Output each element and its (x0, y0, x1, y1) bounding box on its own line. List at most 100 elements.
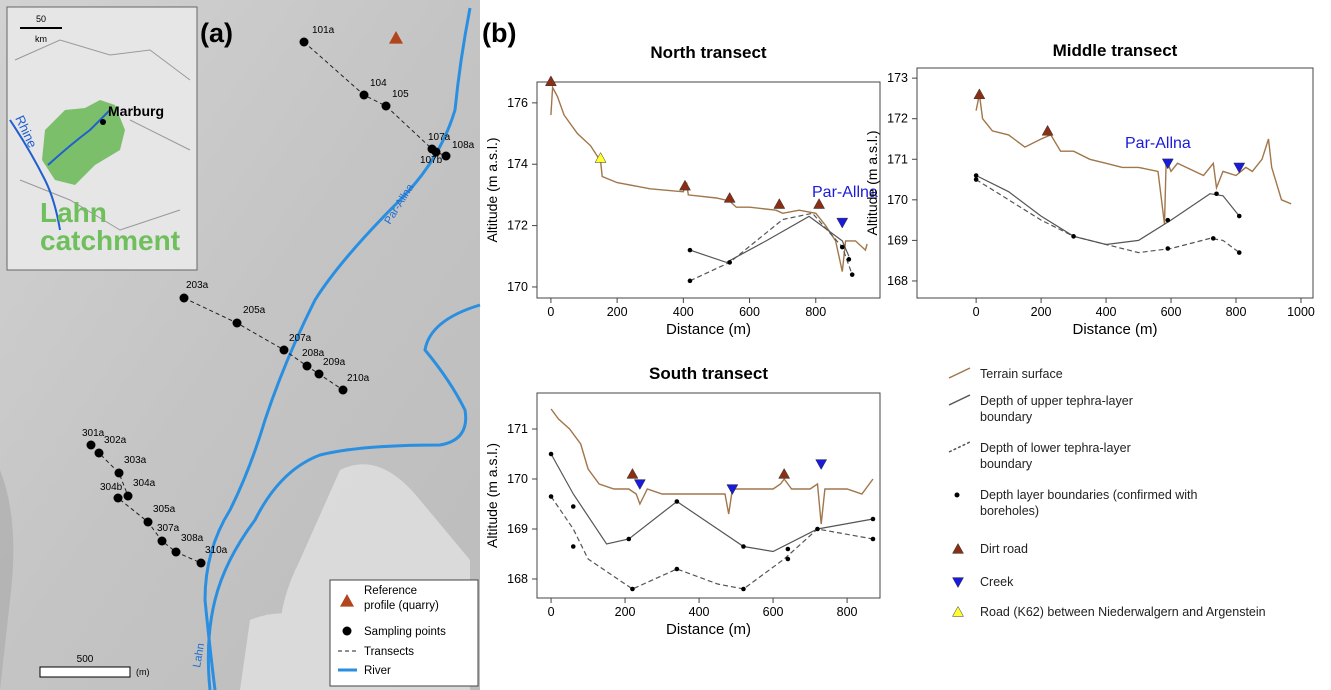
borehole-point (674, 566, 680, 572)
catchment-label: Lahn (40, 197, 107, 228)
annotation: Par-Allna (1125, 135, 1191, 152)
point-label: 210a (347, 373, 370, 384)
x-axis-label: Distance (m) (666, 321, 751, 338)
sampling-point (381, 101, 391, 111)
rivers (203, 7, 481, 690)
y-tick-label: 170 (507, 472, 528, 486)
scale-value: 500 (77, 654, 94, 665)
legend-symbol (340, 594, 354, 607)
legend-symbol (952, 542, 964, 554)
borehole-point (570, 504, 576, 509)
x-tick-label: 200 (615, 605, 636, 619)
transect (183, 297, 344, 391)
sampling-point (94, 448, 104, 458)
borehole-point (815, 526, 820, 532)
legend-label: Dirt road (980, 542, 1028, 556)
y-tick-label: 172 (887, 112, 908, 126)
panel-label: (b) (482, 18, 516, 48)
marker (836, 217, 849, 229)
borehole-point (741, 586, 746, 592)
point-label: 205a (243, 305, 266, 316)
annotation: Par-Allna (812, 184, 878, 201)
sampling-point (441, 151, 451, 161)
lower-boundary (550, 496, 874, 590)
x-tick-label: 0 (547, 305, 554, 319)
x-axis-label: Distance (m) (666, 621, 751, 638)
x-tick-label: 200 (607, 305, 628, 319)
y-tick-label: 170 (887, 193, 908, 207)
x-tick-label: 600 (739, 305, 760, 319)
hill (240, 613, 340, 690)
map-legend-label: Sampling points (364, 626, 446, 638)
y-tick-label: 173 (887, 71, 908, 85)
marker (973, 88, 986, 100)
point-label: 303a (124, 455, 147, 466)
legend-label: Road (K62) between Niederwalgern and Arg… (980, 605, 1266, 619)
transect (90, 444, 202, 564)
borehole-point (870, 516, 876, 522)
point-label: 101a (312, 25, 335, 36)
series-line (689, 215, 850, 264)
y-tick-label: 172 (507, 219, 528, 233)
point-label: 207a (289, 333, 312, 344)
y-tick-label: 169 (887, 233, 908, 247)
scale-unit: (m) (136, 667, 150, 677)
marker (626, 467, 639, 479)
borehole-point (1165, 217, 1171, 223)
sampling-point (113, 493, 123, 503)
borehole-point (1214, 191, 1219, 197)
city-dot (100, 119, 106, 125)
legend-symbol (952, 605, 964, 617)
y-tick-label: 176 (507, 96, 528, 110)
plot-frame (536, 392, 881, 599)
plot-frame (916, 67, 1314, 299)
borehole-point (870, 536, 876, 542)
marker (773, 198, 786, 209)
borehole-point (1210, 236, 1216, 241)
inset-scale: 50 (36, 14, 46, 24)
point-label: 107a (428, 132, 451, 143)
point-label: 307a (157, 523, 180, 534)
borehole-point (839, 244, 845, 250)
borehole-point (973, 177, 979, 182)
borehole-point (630, 586, 635, 592)
x-tick-label: 400 (1096, 305, 1117, 319)
legend-symbol (948, 367, 971, 379)
sampling-point (86, 440, 96, 450)
sampling-point (359, 90, 369, 100)
borehole-point (570, 544, 576, 549)
series-line (975, 174, 1240, 246)
borehole-point (785, 556, 791, 562)
point-label: 304b (100, 482, 123, 493)
map-legend-label: profile (quarry) (364, 600, 439, 612)
point-label: 301a (82, 428, 105, 439)
y-tick-label: 171 (887, 152, 908, 166)
point-label: 308a (181, 533, 204, 544)
legend-symbol (342, 626, 352, 636)
chart-title: South transect (649, 364, 768, 383)
inset-unit: km (35, 34, 47, 44)
sampling-point (171, 547, 181, 557)
x-tick-label: 400 (689, 605, 710, 619)
point-label: 108a (452, 140, 475, 151)
chart-title: North transect (650, 43, 767, 62)
map-legend (329, 579, 479, 687)
y-axis-label: Altitude (m a.s.l.) (484, 443, 500, 548)
borehole-point (548, 494, 554, 499)
sampling-point (431, 147, 441, 157)
map-legend-label: Reference (364, 585, 417, 597)
lower-boundary (975, 179, 1240, 254)
marker (1041, 124, 1054, 136)
legend-symbol (952, 577, 964, 589)
point-label: 203a (186, 280, 209, 291)
x-tick-label: 800 (805, 305, 826, 319)
marker (1233, 162, 1246, 174)
legend-symbol (954, 492, 960, 498)
legend-label: Depth layer boundaries (confirmed with b… (980, 488, 1198, 518)
borehole-point (973, 173, 979, 178)
sampling-point (179, 293, 189, 303)
legend-symbol (948, 441, 971, 453)
series-line (975, 94, 1292, 225)
legend-label: Creek (980, 575, 1014, 589)
